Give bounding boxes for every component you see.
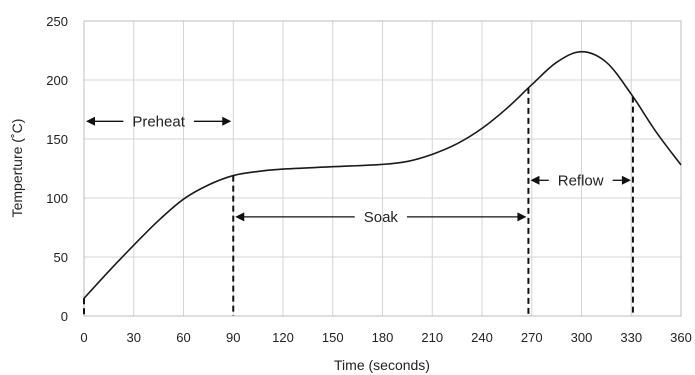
y-tick-label: 100 [46,191,68,206]
x-tick-label: 150 [322,330,344,345]
arrowhead [517,212,527,222]
x-tick-label: 60 [176,330,190,345]
x-tick-label: 240 [471,330,493,345]
x-tick-label: 330 [620,330,642,345]
arrowhead [222,116,232,126]
y-tick-label: 250 [46,14,68,29]
plot-area-frame [83,20,682,317]
temperature-curve [83,50,682,299]
zone-label: Soak [364,209,399,226]
arrowhead [530,175,540,185]
x-tick-label: 120 [272,330,294,345]
zone-label: Reflow [558,172,604,189]
zone-label: Preheat [132,113,185,130]
x-tick-label: 30 [127,330,141,345]
y-tick-label: 200 [46,73,68,88]
x-tick-label: 180 [372,330,394,345]
x-tick-label: 300 [571,330,593,345]
y-tick-label: 0 [61,309,68,324]
y-axis-title: Temperture (˚C) [9,119,25,218]
arrowhead [235,212,245,222]
y-tick-label: 50 [54,250,68,265]
y-tick-label: 150 [46,132,68,147]
x-tick-label: 360 [670,330,692,345]
x-tick-label: 90 [226,330,240,345]
x-axis-title: Time (seconds) [334,357,430,373]
arrowhead [86,116,95,126]
arrowhead [621,175,631,185]
x-tick-label: 0 [80,330,87,345]
x-tick-label: 270 [521,330,543,345]
x-tick-label: 210 [421,330,443,345]
